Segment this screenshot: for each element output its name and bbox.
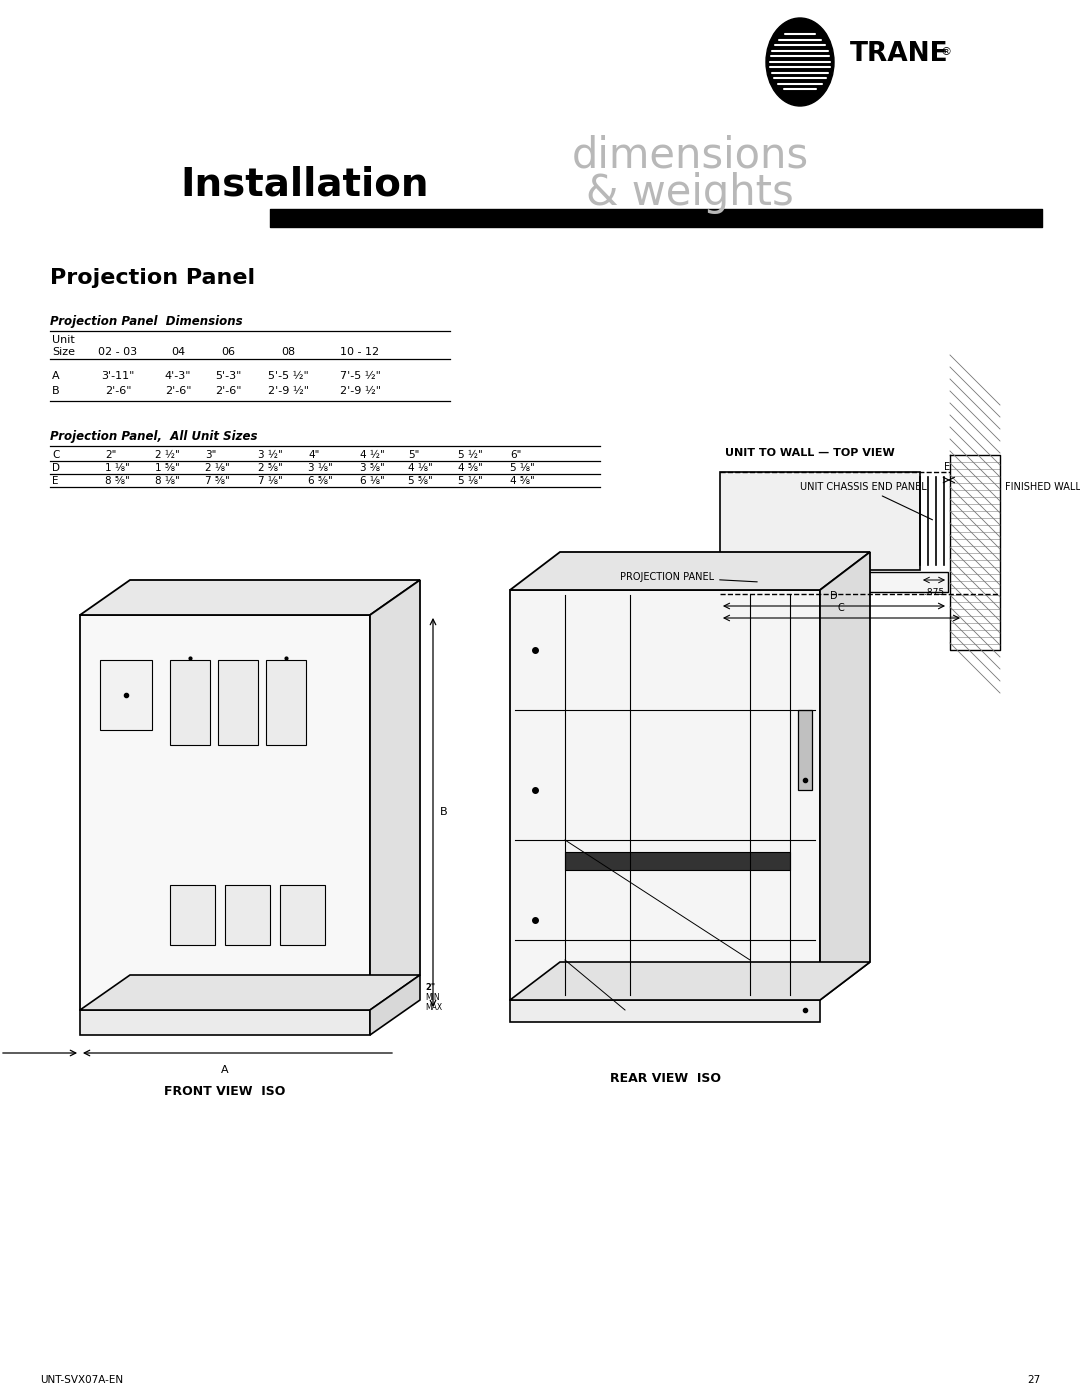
Text: E: E [944, 462, 950, 472]
Bar [720, 571, 948, 592]
Text: 3": 3" [205, 450, 216, 460]
Text: 5'-3": 5'-3" [215, 372, 241, 381]
Polygon shape [80, 615, 370, 1010]
Text: 02 - 03: 02 - 03 [98, 346, 137, 358]
Text: C: C [838, 604, 845, 613]
Text: REAR VIEW  ISO: REAR VIEW ISO [609, 1071, 720, 1085]
Text: Projection Panel: Projection Panel [50, 268, 255, 288]
Text: B: B [440, 807, 447, 817]
Text: B: B [52, 386, 59, 395]
Text: E: E [52, 476, 58, 486]
Text: A: A [52, 372, 59, 381]
Bar [170, 659, 210, 745]
Bar [225, 886, 270, 944]
Text: 2 ½": 2 ½" [156, 450, 179, 460]
Text: FINISHED WALL: FINISHED WALL [1005, 482, 1080, 492]
Text: PROJECTION PANEL: PROJECTION PANEL [620, 571, 757, 583]
Bar [798, 710, 812, 789]
Polygon shape [80, 580, 420, 615]
Text: 7 ⅛": 7 ⅛" [258, 476, 283, 486]
Text: 8 ⅛": 8 ⅛" [156, 476, 179, 486]
Text: FRONT VIEW  ISO: FRONT VIEW ISO [164, 1085, 286, 1098]
Text: 06: 06 [221, 346, 235, 358]
Text: 2'-9 ½": 2'-9 ½" [268, 386, 309, 395]
Text: ®: ® [940, 47, 951, 57]
Text: 7 ⅝": 7 ⅝" [205, 476, 230, 486]
Text: 2'-6": 2'-6" [165, 386, 191, 395]
Text: 08: 08 [281, 346, 295, 358]
Text: Size: Size [52, 346, 75, 358]
Text: 6": 6" [510, 450, 522, 460]
Text: UNIT TO WALL — TOP VIEW: UNIT TO WALL — TOP VIEW [725, 448, 895, 458]
Text: D: D [831, 591, 838, 601]
Text: UNIT CHASSIS END PANEL: UNIT CHASSIS END PANEL [800, 482, 932, 520]
Polygon shape [510, 1000, 820, 1023]
Text: 4 ⅝": 4 ⅝" [510, 476, 535, 486]
Text: 3 ⅝": 3 ⅝" [360, 462, 384, 474]
Text: MAX: MAX [426, 1003, 442, 1011]
Text: 4 ⅛": 4 ⅛" [408, 462, 433, 474]
Text: 3 ½": 3 ½" [258, 450, 283, 460]
Text: TRANE: TRANE [850, 41, 948, 67]
Text: Projection Panel,  All Unit Sizes: Projection Panel, All Unit Sizes [50, 430, 257, 443]
Text: 2'-9 ½": 2'-9 ½" [339, 386, 380, 395]
Bar [720, 472, 920, 570]
Polygon shape [370, 975, 420, 1035]
Text: 4 ⅝": 4 ⅝" [458, 462, 483, 474]
Text: 2 ⅝": 2 ⅝" [258, 462, 283, 474]
Text: Unit: Unit [52, 335, 75, 345]
Text: 3'-11": 3'-11" [102, 372, 135, 381]
Text: 2 ⅛": 2 ⅛" [205, 462, 230, 474]
Text: 04: 04 [171, 346, 185, 358]
Text: 1 ⅛": 1 ⅛" [105, 462, 130, 474]
Polygon shape [510, 963, 870, 1000]
Text: 5": 5" [408, 450, 419, 460]
Polygon shape [820, 552, 870, 1000]
Text: 2'-6": 2'-6" [215, 386, 241, 395]
Text: 4 ½": 4 ½" [360, 450, 384, 460]
Text: 5'-5 ½": 5'-5 ½" [268, 372, 309, 381]
Bar [280, 886, 325, 944]
Text: 3 ⅛": 3 ⅛" [308, 462, 333, 474]
Text: 2'-6": 2'-6" [105, 386, 132, 395]
Text: 5 ⅝": 5 ⅝" [408, 476, 433, 486]
Text: 4": 4" [308, 450, 320, 460]
Polygon shape [510, 552, 870, 590]
Bar [266, 659, 306, 745]
Bar [565, 852, 789, 870]
Text: 7'-5 ½": 7'-5 ½" [339, 372, 380, 381]
Text: 10 - 12: 10 - 12 [340, 346, 379, 358]
Text: Projection Panel  Dimensions: Projection Panel Dimensions [50, 314, 243, 328]
Text: dimensions: dimensions [571, 134, 809, 176]
Text: 2": 2" [426, 983, 435, 992]
Text: 2": 2" [105, 450, 117, 460]
Text: 5 ⅛": 5 ⅛" [458, 476, 483, 486]
Polygon shape [370, 580, 420, 1010]
Text: 1 ⅝": 1 ⅝" [156, 462, 179, 474]
Text: C: C [52, 450, 59, 460]
Text: 5 ⅛": 5 ⅛" [510, 462, 535, 474]
Text: 5 ½": 5 ½" [458, 450, 483, 460]
Polygon shape [80, 975, 420, 1010]
Text: UNT-SVX07A-EN: UNT-SVX07A-EN [40, 1375, 123, 1384]
Text: .875: .875 [923, 588, 944, 597]
Text: MIN: MIN [426, 993, 440, 1002]
Text: 4'-3": 4'-3" [165, 372, 191, 381]
Bar [170, 886, 215, 944]
Text: 27: 27 [1027, 1375, 1040, 1384]
Bar [218, 659, 258, 745]
Text: Installation: Installation [180, 166, 429, 204]
Text: 6 ⅛": 6 ⅛" [360, 476, 384, 486]
Ellipse shape [766, 18, 834, 106]
Polygon shape [510, 590, 820, 1000]
Bar [100, 659, 152, 731]
Text: D: D [52, 462, 60, 474]
Text: 6 ⅝": 6 ⅝" [308, 476, 333, 486]
Text: A: A [221, 1065, 229, 1076]
Text: & weights: & weights [586, 172, 794, 214]
Polygon shape [80, 1010, 370, 1035]
Text: 8 ⅝": 8 ⅝" [105, 476, 130, 486]
